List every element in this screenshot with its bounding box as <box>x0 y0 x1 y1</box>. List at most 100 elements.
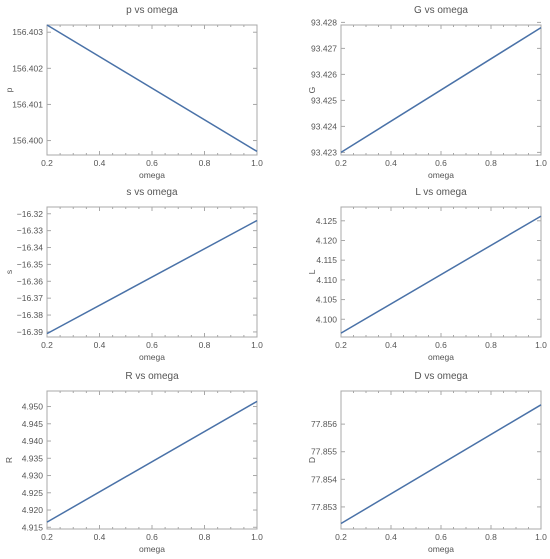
chart-title: L vs omega <box>415 187 467 198</box>
x-tick-label: 0.6 <box>435 340 447 350</box>
x-tick-label: 0.4 <box>94 340 106 350</box>
y-tick-label: 4.100 <box>316 314 338 324</box>
y-tick-label: 4.940 <box>22 436 44 446</box>
y-tick-label: 156.401 <box>12 99 43 109</box>
y-tick-label: −16.36 <box>17 276 44 286</box>
y-tick-label: 77.856 <box>311 419 337 429</box>
chart-4: L vs omega 0.2 0.4 0.6 0.8 1.0 4.100 4.105 4.110… <box>307 187 547 362</box>
y-tick-label: 93.425 <box>311 95 337 105</box>
chart-1: p vs omega 0.2 0.4 0.6 0.8 1.0 156.400 156.401 1… <box>4 5 263 180</box>
chart-6: D vs omega 0.2 0.4 0.6 0.8 1.0 77.853 77.854 77.… <box>307 371 547 554</box>
x-tick-label: 0.6 <box>146 158 158 168</box>
series-line <box>340 215 542 334</box>
series-line <box>46 219 258 335</box>
x-tick-label: 0.8 <box>485 158 497 168</box>
x-tick-label: 0.2 <box>335 532 347 542</box>
y-tick-label: 156.402 <box>12 63 43 73</box>
x-axis-label: omega <box>428 352 454 362</box>
x-tick-label: 1.0 <box>535 158 547 168</box>
x-tick-label: 1.0 <box>251 340 263 350</box>
y-tick-label: 93.428 <box>311 17 337 27</box>
x-tick-label: 0.2 <box>41 158 53 168</box>
y-tick-label: 4.935 <box>22 453 44 463</box>
chart-title: R vs omega <box>125 371 179 382</box>
y-axis-label: G <box>307 87 317 94</box>
y-tick-label: 4.110 <box>316 275 337 285</box>
y-tick-label: 77.853 <box>311 502 337 512</box>
series-line <box>46 24 258 153</box>
y-tick-label: 4.120 <box>316 235 338 245</box>
x-tick-label: 0.8 <box>485 532 497 542</box>
chart-title: p vs omega <box>126 5 178 16</box>
x-tick-label: 0.4 <box>385 158 397 168</box>
plot-frame <box>46 206 258 338</box>
y-axis-label: p <box>4 87 14 92</box>
y-tick-label: −16.33 <box>17 226 44 236</box>
x-tick-label: 0.4 <box>94 532 106 542</box>
x-tick-label: 1.0 <box>251 532 263 542</box>
x-tick-label: 0.6 <box>435 532 447 542</box>
y-tick-label: 93.426 <box>311 69 337 79</box>
y-tick-label: 156.400 <box>12 136 43 146</box>
x-axis-label: omega <box>139 544 165 554</box>
y-tick-label: 4.915 <box>22 522 44 532</box>
y-tick-label: 4.925 <box>22 488 44 498</box>
series-line <box>340 26 542 154</box>
plot-frame <box>46 390 258 530</box>
y-tick-label: −16.38 <box>17 310 44 320</box>
x-tick-label: 0.2 <box>335 340 347 350</box>
y-tick-label: 4.950 <box>22 402 44 412</box>
y-tick-label: 93.424 <box>311 121 337 131</box>
x-tick-label: 0.2 <box>41 532 53 542</box>
y-axis-label: s <box>4 270 14 274</box>
x-tick-label: 0.2 <box>335 158 347 168</box>
x-tick-label: 0.6 <box>146 340 158 350</box>
y-tick-label: 93.423 <box>311 147 337 157</box>
plot-frame <box>340 206 542 338</box>
y-tick-label: −16.34 <box>17 243 44 253</box>
y-axis-label: L <box>307 269 317 274</box>
y-tick-label: 156.403 <box>12 27 43 37</box>
x-tick-label: 1.0 <box>535 532 547 542</box>
chart-title: s vs omega <box>126 187 178 198</box>
y-tick-label: 4.125 <box>316 216 338 226</box>
y-tick-label: −16.37 <box>17 293 44 303</box>
y-tick-label: 4.115 <box>316 255 337 265</box>
x-tick-label: 0.8 <box>199 340 211 350</box>
y-tick-label: −16.39 <box>17 327 44 337</box>
x-axis-label: omega <box>139 170 165 180</box>
x-tick-label: 0.8 <box>199 532 211 542</box>
series-line <box>46 400 258 523</box>
plot-frame <box>340 390 542 530</box>
y-tick-label: −16.32 <box>17 209 44 219</box>
chart-title: G vs omega <box>414 5 468 16</box>
x-axis-label: omega <box>139 352 165 362</box>
y-tick-label: −16.35 <box>17 259 44 269</box>
chart-3: s vs omega 0.2 0.4 0.6 0.8 1.0 −16.32 −16.33 −16… <box>4 187 263 362</box>
y-axis-label: D <box>307 457 317 463</box>
y-tick-label: 4.920 <box>22 505 44 515</box>
x-axis-label: omega <box>428 544 454 554</box>
series-line <box>340 404 542 525</box>
x-tick-label: 0.8 <box>485 340 497 350</box>
y-tick-label: 4.930 <box>22 471 44 481</box>
y-tick-label: 77.855 <box>311 447 337 457</box>
x-tick-label: 0.2 <box>41 340 53 350</box>
x-tick-label: 0.8 <box>199 158 211 168</box>
x-tick-label: 0.4 <box>385 340 397 350</box>
x-tick-label: 1.0 <box>251 158 263 168</box>
y-axis-label: R <box>4 457 14 463</box>
x-tick-label: 0.6 <box>435 158 447 168</box>
x-axis-label: omega <box>428 170 454 180</box>
x-tick-label: 0.4 <box>385 532 397 542</box>
chart-2: G vs omega 0.2 0.4 0.6 0.8 1.0 93.423 93.424 93.… <box>307 5 547 180</box>
x-tick-label: 0.4 <box>94 158 106 168</box>
x-tick-label: 1.0 <box>535 340 547 350</box>
y-tick-label: 4.105 <box>316 295 338 305</box>
y-tick-label: 93.427 <box>311 43 337 53</box>
chart-5: R vs omega 0.2 0.4 0.6 0.8 1.0 4.915 4.920 4.925… <box>4 371 263 554</box>
y-tick-label: 77.854 <box>311 474 337 484</box>
chart-title: D vs omega <box>414 371 468 382</box>
